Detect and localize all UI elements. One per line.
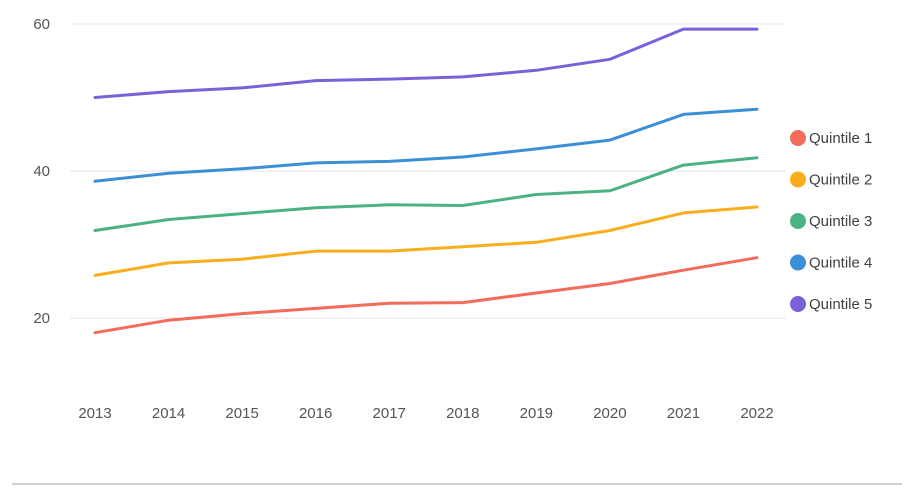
x-tick-label: 2021	[667, 405, 700, 422]
series-line-quintile-1	[93, 256, 759, 335]
legend-label: Quintile 2	[809, 172, 872, 189]
legend-label: Quintile 3	[809, 213, 872, 230]
legend-label: Quintile 1	[809, 130, 872, 147]
bottom-divider	[12, 483, 902, 485]
x-tick-label: 2020	[593, 405, 626, 422]
legend-marker	[790, 171, 806, 188]
gridlines	[70, 23, 786, 319]
x-tick-label: 2022	[740, 405, 773, 422]
y-tick-label: 40	[33, 163, 50, 180]
series-lines	[93, 27, 759, 335]
x-tick-label: 2016	[299, 405, 332, 422]
x-tick-label: 2018	[446, 405, 479, 422]
legend-marker	[790, 213, 806, 229]
legend-item-quintile-3[interactable]: Quintile 3	[790, 213, 872, 230]
legend-marker	[790, 130, 806, 146]
x-tick-label: 2017	[373, 405, 406, 422]
x-tick-label: 2014	[152, 405, 185, 422]
x-tick-label: 2013	[78, 405, 111, 422]
x-tick-label: 2019	[520, 405, 553, 422]
legend-item-quintile-2[interactable]: Quintile 2	[790, 171, 872, 189]
legend-item-quintile-5[interactable]: Quintile 5	[790, 296, 872, 313]
series-line-quintile-4	[93, 107, 759, 183]
y-tick-label: 20	[33, 310, 50, 327]
y-axis-ticks: 20 40 60	[33, 16, 50, 327]
series-line-quintile-3	[93, 156, 759, 232]
legend-item-quintile-4[interactable]: Quintile 4	[790, 254, 872, 272]
legend-marker	[790, 254, 806, 271]
legend: Quintile 1 Quintile 2 Quintile 3 Quintile 4…	[790, 130, 872, 313]
series-line-quintile-5	[93, 27, 759, 99]
legend-item-quintile-1[interactable]: Quintile 1	[790, 130, 872, 147]
legend-marker	[790, 296, 806, 312]
x-axis-ticks: 2013 2014 2015 2016 2017 2018 2019 2020 2021 2022	[78, 405, 773, 422]
y-tick-label: 60	[33, 16, 50, 33]
series-line-quintile-2	[93, 205, 759, 277]
legend-label: Quintile 4	[809, 255, 872, 272]
legend-label: Quintile 5	[809, 296, 872, 313]
x-tick-label: 2015	[225, 405, 258, 422]
